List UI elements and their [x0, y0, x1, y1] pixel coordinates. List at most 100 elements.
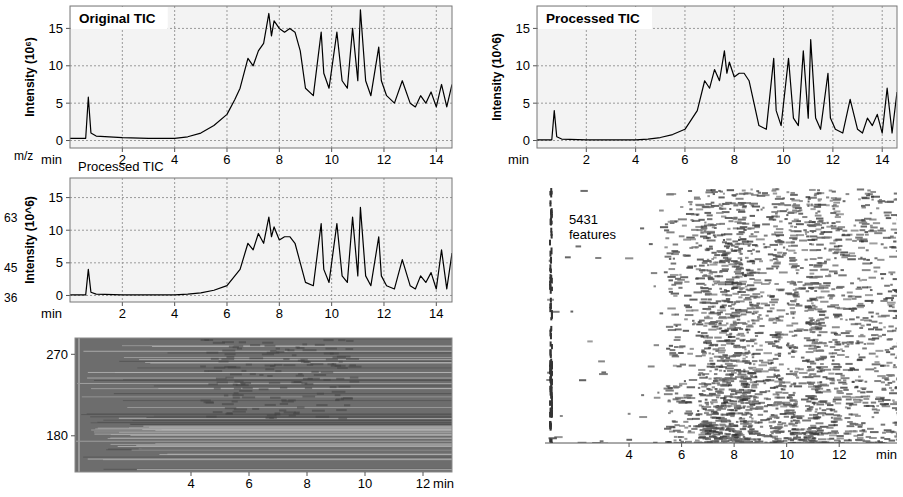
- texture: [778, 421, 781, 423]
- texture: [704, 317, 713, 319]
- texture: [751, 253, 753, 255]
- texture: [771, 265, 779, 267]
- texture: [767, 418, 772, 420]
- grid-line: [70, 230, 452, 231]
- texture: [750, 339, 756, 341]
- texture: [683, 239, 691, 241]
- texture: [684, 295, 692, 297]
- texture: [848, 295, 853, 297]
- texture: [759, 260, 763, 262]
- texture: [300, 359, 307, 361]
- texture: [833, 208, 836, 210]
- texture: [835, 249, 841, 251]
- texture: [891, 295, 897, 297]
- texture: [866, 391, 873, 393]
- texture: [142, 429, 452, 430]
- texture: [782, 402, 790, 404]
- texture: [809, 329, 812, 331]
- texture: [808, 417, 814, 419]
- texture: [145, 362, 452, 363]
- texture: [791, 383, 796, 385]
- texture: [888, 338, 893, 340]
- texture: [817, 370, 823, 372]
- texture: [728, 263, 737, 265]
- plot-area: [70, 178, 452, 302]
- texture: [777, 397, 786, 399]
- texture: [817, 257, 822, 259]
- texture: [754, 381, 757, 383]
- x-tick-label: 8: [303, 476, 310, 491]
- texture: [560, 415, 563, 417]
- texture: [809, 243, 811, 245]
- texture: [794, 350, 797, 352]
- texture: [817, 334, 821, 336]
- texture: [806, 204, 809, 206]
- texture: [137, 367, 452, 368]
- texture: [791, 266, 797, 268]
- texture: [721, 344, 726, 346]
- texture: [831, 222, 835, 224]
- texture: [885, 201, 894, 203]
- texture: [737, 319, 741, 321]
- texture: [779, 220, 783, 222]
- texture: [889, 392, 897, 394]
- texture: [896, 377, 897, 379]
- texture: [732, 293, 739, 295]
- texture: [719, 388, 725, 390]
- tick: [66, 262, 70, 263]
- texture: [886, 374, 894, 376]
- texture: [745, 352, 751, 354]
- texture: [846, 393, 852, 395]
- texture: [756, 250, 760, 252]
- y-tick-label: 5: [56, 255, 63, 270]
- panel-title: Original TIC: [79, 11, 156, 26]
- texture: [259, 374, 263, 376]
- texture: [687, 353, 693, 355]
- texture: [702, 352, 707, 354]
- texture: [864, 343, 866, 345]
- texture: [871, 302, 873, 304]
- texture: [727, 189, 734, 191]
- texture: [723, 193, 725, 195]
- texture: [657, 392, 659, 394]
- texture: [91, 422, 452, 423]
- texture: [788, 423, 795, 425]
- texture: [239, 390, 252, 392]
- texture: [793, 203, 796, 205]
- texture: [717, 250, 726, 252]
- texture: [842, 350, 845, 352]
- texture: [755, 407, 762, 409]
- grid-line: [226, 178, 227, 302]
- texture: [830, 382, 835, 384]
- texture: [850, 282, 854, 284]
- texture: [756, 380, 765, 382]
- tick: [71, 354, 75, 355]
- texture: [774, 249, 777, 251]
- texture: [843, 298, 851, 300]
- texture: [841, 269, 844, 271]
- texture: [696, 414, 700, 416]
- annotation: m/z: [14, 149, 33, 163]
- texture: [750, 304, 759, 306]
- texture: [819, 322, 825, 324]
- texture: [859, 279, 862, 281]
- texture: [720, 307, 726, 309]
- texture: [756, 349, 763, 351]
- texture: [343, 397, 353, 399]
- texture: [745, 409, 752, 411]
- texture: [881, 437, 885, 439]
- texture: [872, 416, 875, 418]
- texture: [236, 384, 249, 386]
- series-group: [70, 10, 452, 139]
- texture: [308, 378, 320, 380]
- texture: [896, 315, 897, 317]
- texture: [792, 317, 794, 319]
- texture: [835, 373, 842, 375]
- texture: [845, 363, 852, 365]
- texture: [687, 266, 693, 268]
- texture: [811, 398, 818, 400]
- texture: [818, 438, 826, 440]
- texture: [867, 343, 875, 345]
- texture: [669, 291, 673, 293]
- texture: [687, 418, 693, 420]
